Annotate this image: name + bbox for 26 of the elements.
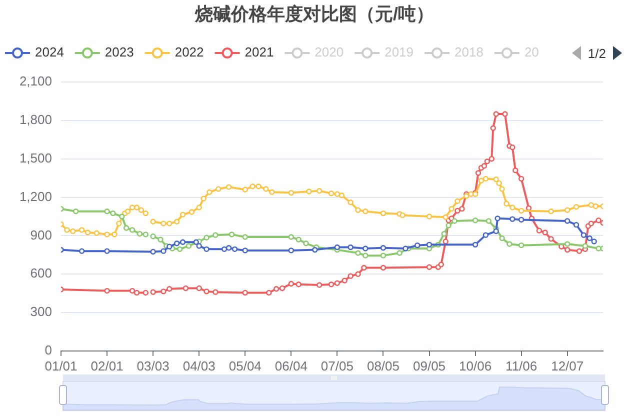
x-tick-label: 06/04 xyxy=(274,358,308,374)
y-tick-label: 300 xyxy=(30,304,52,320)
x-tick-label: 09/05 xyxy=(412,358,446,374)
x-tick-label: 01/01 xyxy=(44,358,78,374)
x-tick-label: 12/07 xyxy=(551,358,584,374)
x-tick-label: 10/06 xyxy=(459,358,492,374)
y-tick-label: 600 xyxy=(30,266,52,281)
y-tick-label: 1,500 xyxy=(19,150,52,166)
page-indicator: 1/2 xyxy=(588,46,606,60)
y-tick-label: 0 xyxy=(44,342,52,358)
y-tick-label: 1,800 xyxy=(19,112,52,128)
x-tick-label: 05/04 xyxy=(228,358,262,374)
legend-label: 2023 xyxy=(104,44,134,60)
legend-label: 2024 xyxy=(35,44,64,60)
x-tick-label: 11/06 xyxy=(506,358,538,374)
y-tick-label: 1,200 xyxy=(19,188,52,204)
y-tick-label: 2,100 xyxy=(19,74,52,89)
x-tick-label: 07/05 xyxy=(320,358,354,374)
legend-label: 2022 xyxy=(174,44,204,60)
legend-label: 2021 xyxy=(244,44,274,60)
chart-title: 烧碱价格年度对比图（元/吨） xyxy=(194,4,434,24)
x-tick-label: 03/03 xyxy=(136,358,170,374)
y-tick-label: 900 xyxy=(30,227,52,242)
x-tick-label: 02/01 xyxy=(90,358,124,374)
x-tick-label: 04/03 xyxy=(182,358,216,374)
x-tick-label: 08/05 xyxy=(366,358,400,374)
